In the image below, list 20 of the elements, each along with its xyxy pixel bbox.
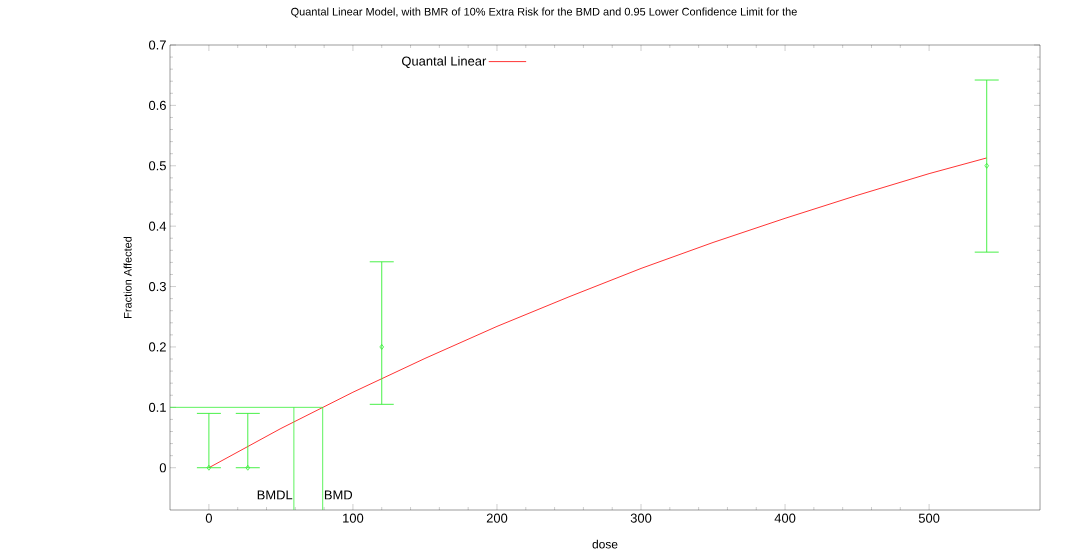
x-tick-label: 200 [486,513,508,523]
y-tick-label: 0.4 [148,221,167,231]
x-tick-label: 300 [630,513,652,523]
x-axis-title: dose [592,539,618,549]
chart-title: Quantal Linear Model, with BMR of 10% Extra Risk for the BMD and 0.95 Lower Confidence Limit for the [291,7,797,18]
y-tick-label: 0.1 [148,402,166,412]
y-tick-label: 0.6 [148,100,166,110]
y-tick-label: 0.7 [148,40,166,50]
y-tick-label: 0.3 [148,281,166,292]
y-tick-label: 0.5 [148,161,166,171]
y-tick-label: 0.2 [148,342,166,352]
y-tick-label: 0 [159,463,166,473]
x-tick-label: 500 [918,513,940,523]
annotation: BMDL [257,490,293,500]
x-tick-label: 400 [774,513,796,523]
x-tick-label: 100 [343,513,364,523]
x-tick-label: 0 [205,513,212,523]
legend-label: Quantal Linear [401,56,487,68]
y-axis-title: Fraction Affected [123,236,132,318]
annotation: BMD [324,490,353,500]
